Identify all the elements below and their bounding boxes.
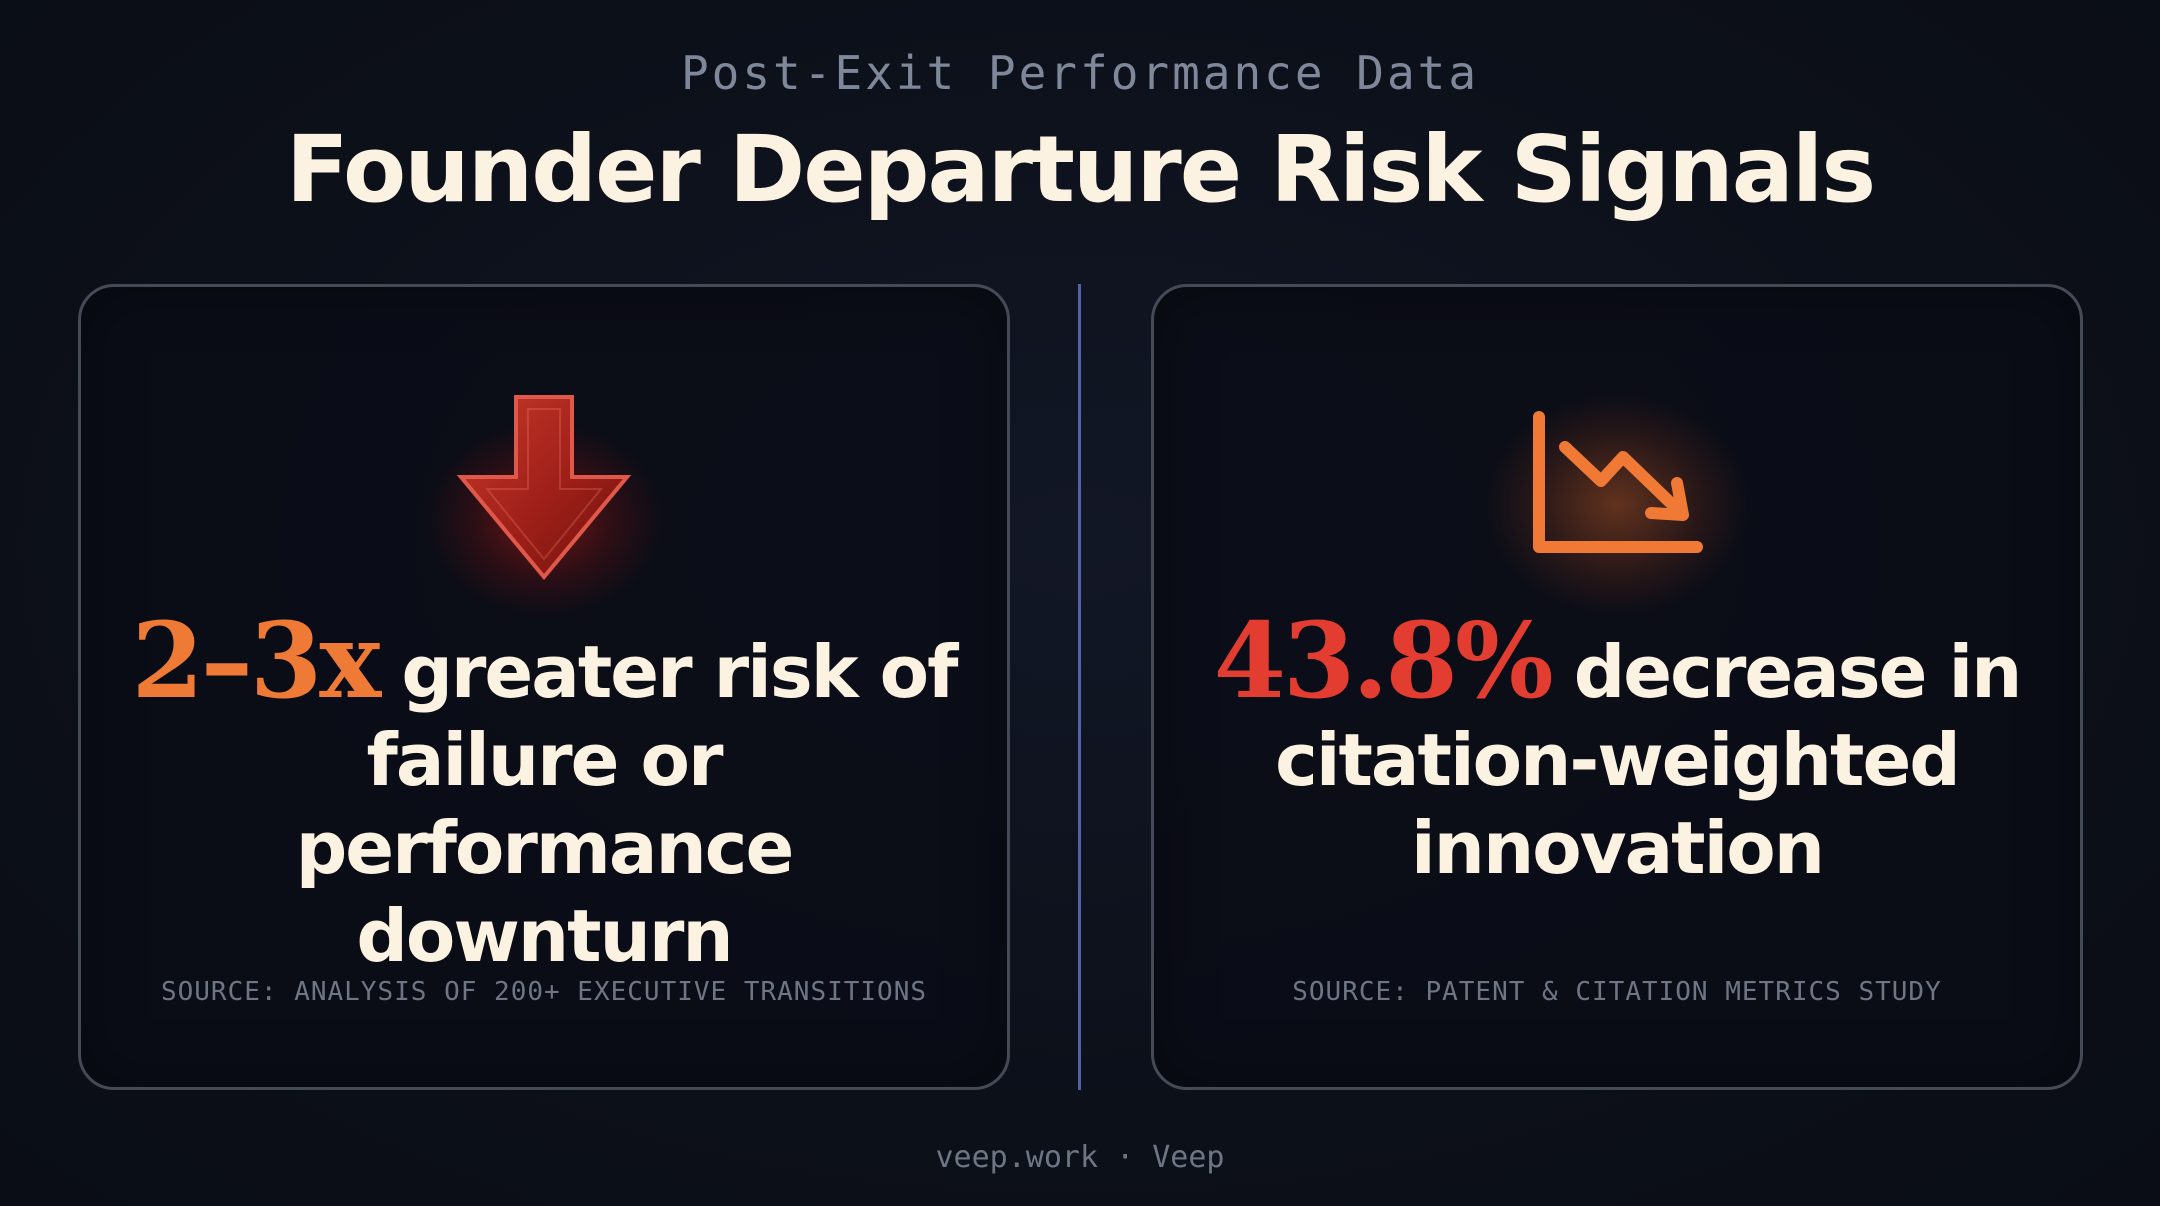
source-citation: SOURCE: PATENT & CITATION METRICS STUDY xyxy=(1292,977,1942,1007)
source-citation: SOURCE: ANALYSIS OF 200+ EXECUTIVE TRANS… xyxy=(160,977,928,1007)
stat-description: greater risk of failure or performance d… xyxy=(295,630,959,978)
stat-value: 2–3x xyxy=(131,599,382,722)
stat-description: decrease in citation-weighted innovation xyxy=(1275,630,2022,890)
stat-card-innovation: 43.8% decrease in citation-weighted inno… xyxy=(1151,284,2083,1090)
stat-statement: 2–3x greater risk of failure or performa… xyxy=(121,609,967,980)
vertical-divider xyxy=(1078,284,1081,1090)
eyebrow-label: Post-Exit Performance Data xyxy=(680,46,1480,100)
page-title: Founder Departure Risk Signals xyxy=(285,116,1876,223)
down-arrow-icon xyxy=(456,395,632,581)
stat-card-risk: 2–3x greater risk of failure or performa… xyxy=(78,284,1010,1090)
stat-statement: 43.8% decrease in citation-weighted inno… xyxy=(1194,609,2040,892)
icon-container xyxy=(81,367,1007,619)
icon-container xyxy=(1154,367,2080,615)
icon-glow xyxy=(1487,394,1747,615)
declining-chart-icon xyxy=(1533,411,1703,553)
footer-credit: veep.work · Veep xyxy=(935,1140,1225,1175)
stat-value: 43.8% xyxy=(1213,599,1554,722)
